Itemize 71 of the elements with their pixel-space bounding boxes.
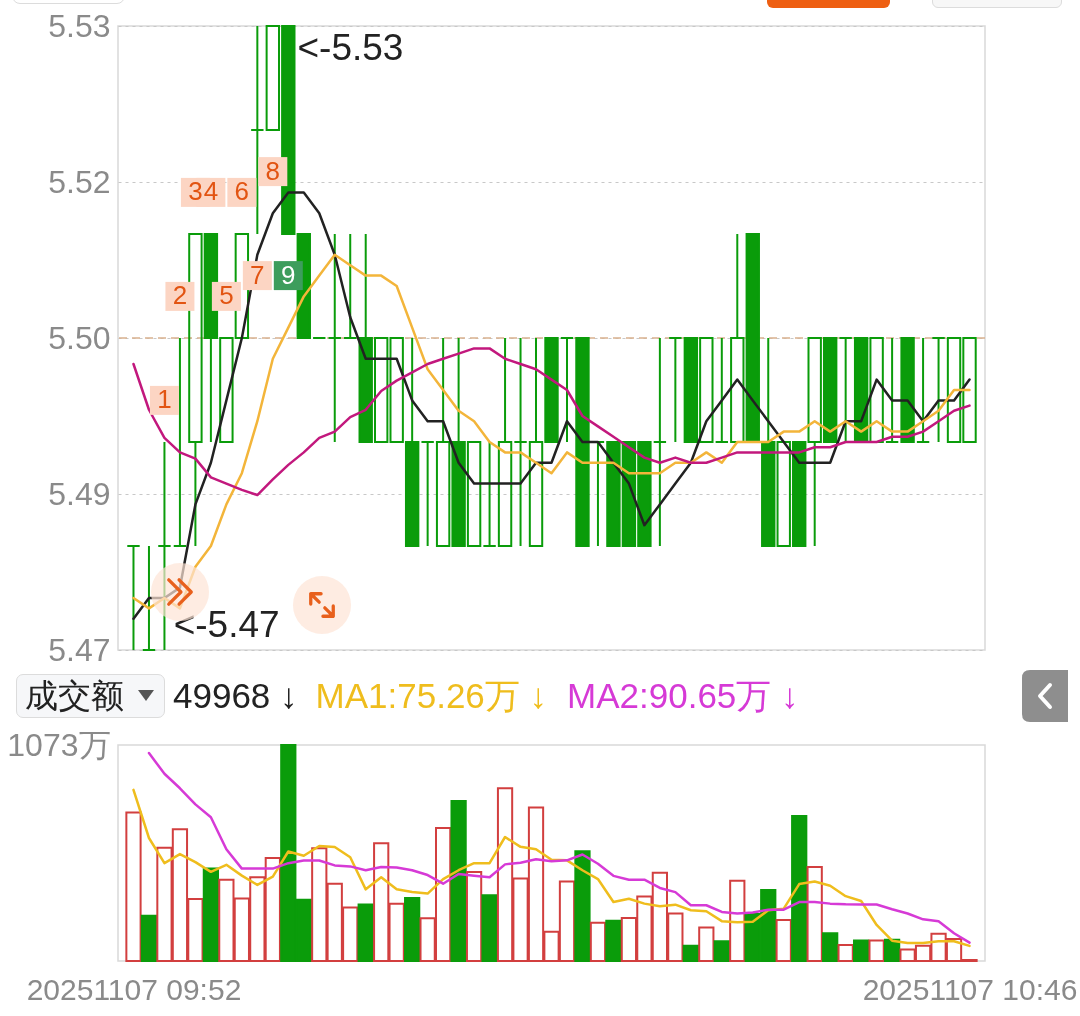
bar <box>837 943 854 962</box>
annotation: 1 <box>157 384 172 415</box>
line-series <box>132 253 971 610</box>
y-tick-label: 5.50 <box>48 319 111 356</box>
bar <box>605 919 622 962</box>
bar <box>357 903 374 962</box>
bar <box>713 940 730 962</box>
candlestick <box>327 233 342 443</box>
bar <box>589 921 607 962</box>
candlestick <box>761 337 776 547</box>
bar <box>868 939 885 962</box>
candlestick <box>482 441 497 547</box>
candlestick <box>668 337 683 443</box>
annotation: 8 <box>265 155 281 186</box>
candlestick <box>172 337 188 547</box>
annotation: 6 <box>234 176 250 207</box>
bar <box>465 871 483 962</box>
annotation: 2 <box>172 280 188 311</box>
text: MA1:75.26万 ↓ <box>315 674 548 717</box>
bar <box>450 799 467 962</box>
candlestick <box>884 337 900 443</box>
bar <box>729 879 746 962</box>
candlestick <box>652 337 668 547</box>
candlestick <box>915 337 931 443</box>
dropdown: 成交额 <box>16 674 165 718</box>
candlestick <box>420 441 435 547</box>
y-tick-label: 5.49 <box>48 475 111 512</box>
y-tick-label: 1073万 <box>7 726 111 763</box>
bar <box>853 939 870 962</box>
text: 49968 ↓ <box>173 676 298 716</box>
x-tick-label: 20251107 10:46 <box>862 972 1078 1006</box>
candlestick <box>730 233 745 443</box>
candlestick <box>575 337 590 547</box>
annotation: 9 <box>281 259 296 290</box>
y-tick-label: 5.52 <box>48 163 111 200</box>
candlestick <box>141 545 157 651</box>
candlestick <box>745 233 760 443</box>
annotation: 5 <box>219 280 234 311</box>
bar <box>140 914 158 962</box>
annotation: 4 <box>203 176 219 207</box>
annotation: <-5.47 <box>173 604 280 645</box>
bar <box>822 932 839 962</box>
text: MA2:90.65万 ↓ <box>567 674 799 717</box>
candlestick <box>343 233 358 339</box>
annotation: <-5.53 <box>297 27 404 68</box>
bar <box>202 867 220 962</box>
bar <box>404 896 421 962</box>
chart-title: 成交额 <box>25 675 124 716</box>
candlestick <box>838 337 853 443</box>
candlestick <box>714 337 729 443</box>
candlestick <box>900 337 915 443</box>
candlestick <box>513 337 528 547</box>
candlestick <box>497 337 513 547</box>
candlestick <box>126 545 141 651</box>
annotation: 7 <box>250 259 265 290</box>
bar <box>698 926 715 962</box>
y-tick-label: 5.47 <box>48 631 111 668</box>
bar <box>806 865 823 962</box>
y-tick-label: 5.53 <box>48 7 111 44</box>
candlestick <box>250 25 265 235</box>
bar <box>791 815 808 962</box>
bar <box>682 944 699 962</box>
line-series <box>132 347 971 497</box>
annotation: 3 <box>188 176 203 207</box>
bar <box>481 894 498 962</box>
bar <box>574 850 591 962</box>
bar <box>125 811 142 962</box>
x-tick-label: 20251107 09:52 <box>26 972 242 1006</box>
candlestick <box>559 337 575 443</box>
bar <box>775 918 792 962</box>
candlestick <box>931 337 946 443</box>
